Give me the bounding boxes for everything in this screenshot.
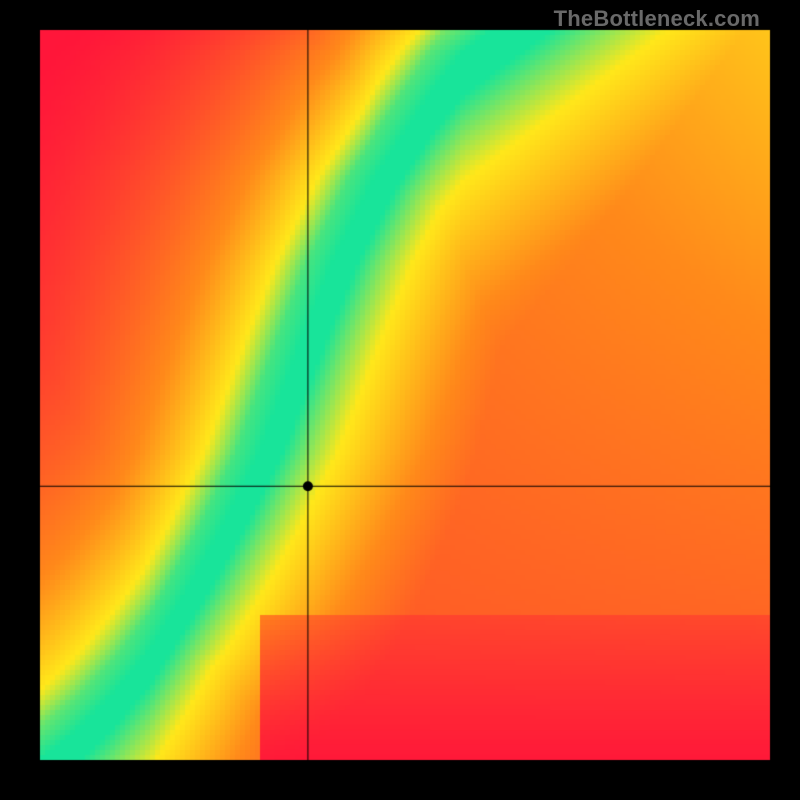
- watermark-label: TheBottleneck.com: [554, 6, 760, 32]
- bottleneck-heatmap: [0, 0, 800, 800]
- chart-container: TheBottleneck.com: [0, 0, 800, 800]
